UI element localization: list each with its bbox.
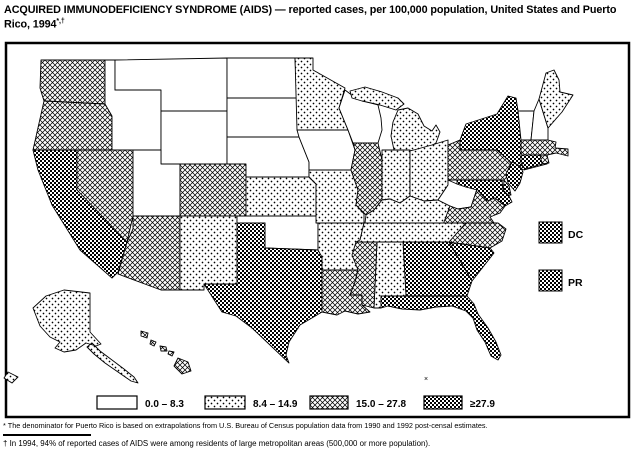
state-oh xyxy=(409,139,449,202)
state-me xyxy=(538,69,574,129)
state-ak xyxy=(3,289,139,384)
state-mn xyxy=(294,57,349,131)
footnote-divider xyxy=(3,434,91,436)
state-fl xyxy=(380,295,502,361)
small-x-mark: × xyxy=(424,376,428,383)
legend-swatch-4 xyxy=(423,395,463,410)
state-nh xyxy=(530,98,549,141)
figure-title-text: ACQUIRED IMMUNODEFICIENCY SYNDROME (AIDS… xyxy=(4,4,617,31)
state-ms xyxy=(349,241,378,309)
pr-label: PR xyxy=(568,277,583,289)
territory-legend: DC PR xyxy=(538,221,584,292)
legend-swatch-1 xyxy=(96,395,138,410)
footnote-2: † In 1994, 94% of reported cases of AIDS… xyxy=(3,439,431,448)
state-ks xyxy=(245,176,317,217)
state-nc xyxy=(448,222,507,249)
state-nd xyxy=(226,57,298,99)
legend-label-3: 15.0 – 27.8 xyxy=(356,399,406,410)
legend-swatch-2 xyxy=(204,395,246,410)
state-nm xyxy=(179,215,238,291)
state-co xyxy=(179,163,247,217)
pr-swatch xyxy=(538,269,563,292)
figure-title: ACQUIRED IMMUNODEFICIENCY SYNDROME (AIDS… xyxy=(4,3,632,32)
state-or xyxy=(32,100,113,151)
legend-swatch-3 xyxy=(309,395,349,410)
state-hi xyxy=(140,330,192,375)
state-tn xyxy=(355,222,467,243)
dc-label: DC xyxy=(568,229,584,241)
state-sd xyxy=(226,97,300,138)
dc-swatch xyxy=(538,221,563,244)
state-wa xyxy=(39,59,106,105)
state-ct xyxy=(520,154,543,170)
states-layer xyxy=(3,57,574,384)
state-ma xyxy=(520,139,569,157)
map-frame xyxy=(4,41,631,419)
state-in xyxy=(381,149,411,204)
legend-label-2: 8.4 – 14.9 xyxy=(253,399,298,410)
footnote-1: * The denominator for Puerto Rico is bas… xyxy=(3,421,488,430)
legend-label-4: ≥27.9 xyxy=(470,399,495,410)
state-wy xyxy=(160,110,228,165)
legend-row: 0.0 – 8.3 8.4 – 14.9 15.0 – 27.8 ≥27.9 xyxy=(96,395,495,410)
state-mi xyxy=(349,86,441,152)
figure-title-footnote-marker: *,† xyxy=(56,18,65,26)
state-tx xyxy=(203,222,323,364)
state-nj xyxy=(505,161,524,192)
legend-label-1: 0.0 – 8.3 xyxy=(145,399,184,410)
